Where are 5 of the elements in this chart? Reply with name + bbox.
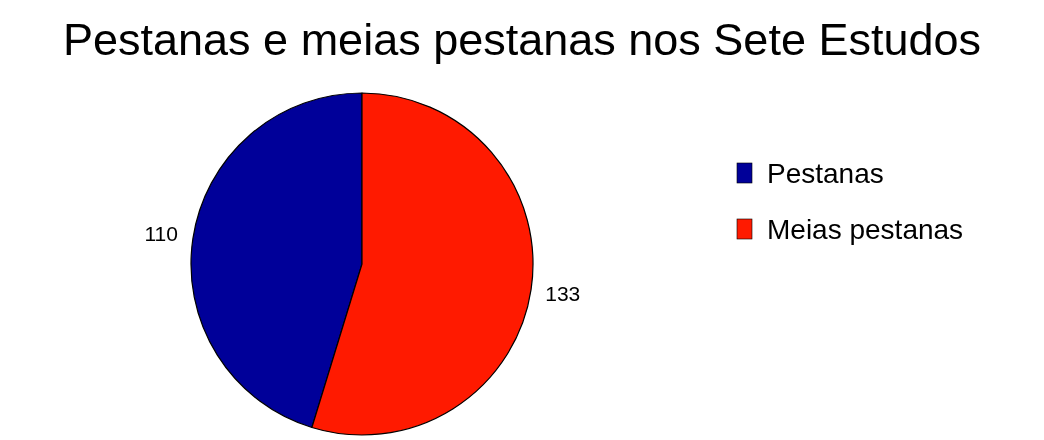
legend-label: Pestanas — [767, 157, 884, 189]
legend-label: Meias pestanas — [767, 213, 964, 245]
data-label: 133 — [545, 282, 581, 306]
data-label: 110 — [144, 222, 178, 246]
chart-title: Pestanas e meias pestanas nos Sete Estudos — [62, 14, 982, 65]
